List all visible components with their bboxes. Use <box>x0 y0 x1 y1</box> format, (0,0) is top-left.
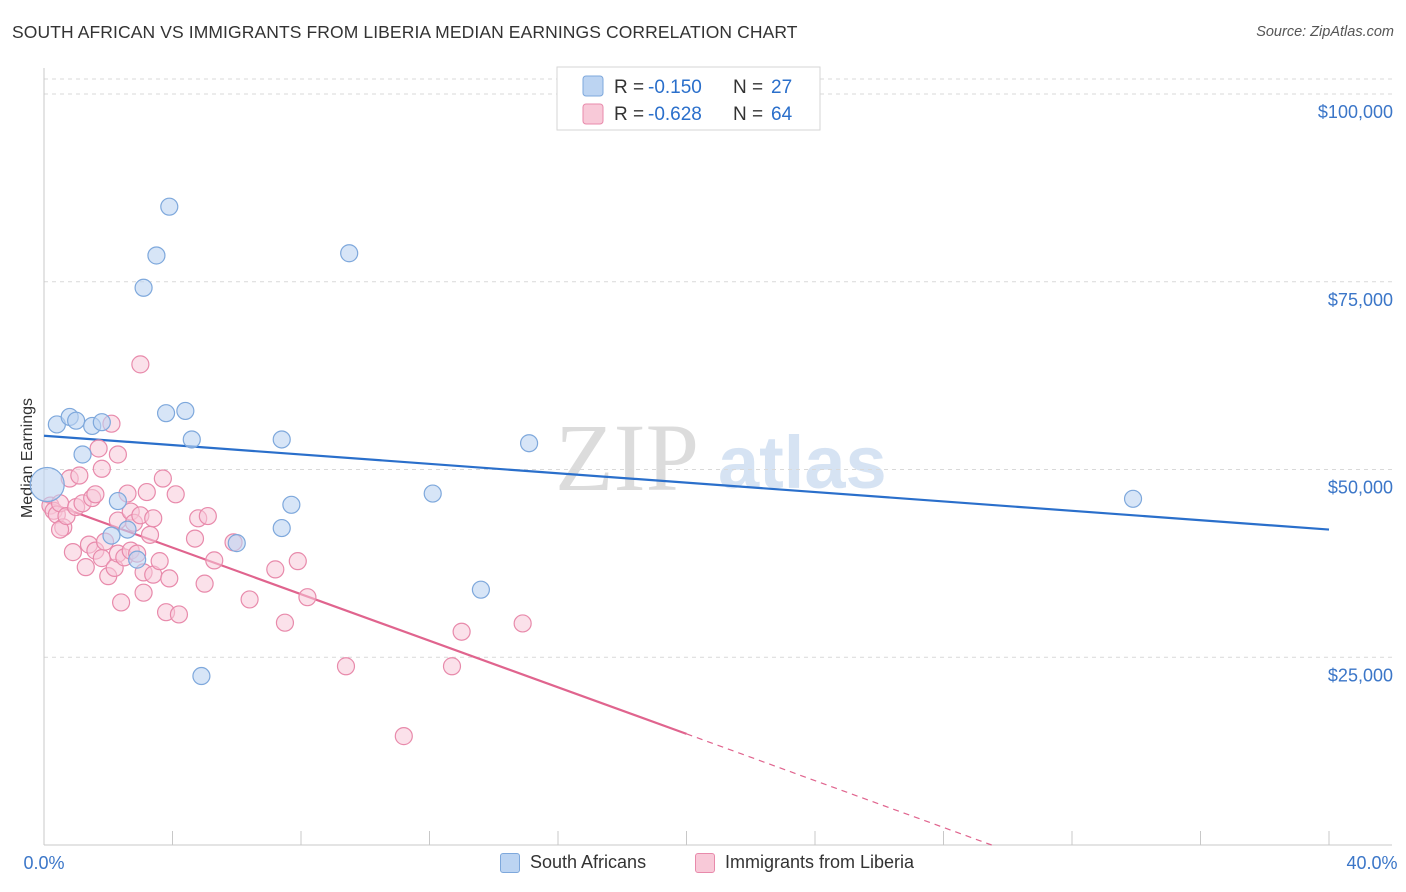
legend-r-value-pink: -0.628 <box>648 104 702 125</box>
liberia-points <box>41 355 532 746</box>
chart-title: SOUTH AFRICAN VS IMMIGRANTS FROM LIBERIA… <box>12 22 798 42</box>
x-ticks <box>43 831 1330 845</box>
data-point-south-african <box>192 666 211 686</box>
x-tick-label-max: 40.0% <box>1346 853 1397 873</box>
data-point-liberia <box>140 525 160 544</box>
data-point-south-african <box>102 526 121 545</box>
legend-n-label-blue: N = <box>733 77 763 98</box>
correlation-legend: R = -0.150 N = 27 R = -0.628 N = 64 <box>556 66 821 131</box>
data-point-liberia <box>198 506 217 526</box>
data-point-liberia <box>169 605 189 624</box>
data-point-liberia <box>298 588 317 607</box>
south-african-points <box>29 197 1143 686</box>
source-credit: Source: ZipAtlas.com <box>1256 24 1394 40</box>
legend-swatch-blue <box>582 75 604 97</box>
data-point-south-african <box>108 491 127 511</box>
data-point-liberia <box>153 469 172 488</box>
data-point-liberia <box>131 355 150 374</box>
data-point-liberia <box>144 509 163 528</box>
data-point-south-african <box>1123 489 1143 508</box>
trend-line-south-africans <box>43 434 1330 531</box>
trend-line-liberia-extension <box>686 733 992 846</box>
y-tick-labels: $25,000 $50,000 $75,000 $100,000 <box>1318 102 1393 685</box>
gridlines <box>44 78 1392 658</box>
trend-line-liberia <box>43 500 687 735</box>
data-point-south-african <box>92 413 111 432</box>
data-point-liberia <box>76 558 95 577</box>
data-point-liberia <box>137 482 156 502</box>
data-point-liberia <box>240 590 259 609</box>
data-point-liberia <box>185 529 205 548</box>
series-legend: South Africans Immigrants from Liberia <box>0 852 1406 876</box>
data-point-south-african <box>272 518 291 538</box>
y-tick-label: $50,000 <box>1328 478 1393 498</box>
data-point-liberia <box>166 485 185 504</box>
data-point-liberia <box>266 560 285 579</box>
y-tick-label: $75,000 <box>1328 290 1393 310</box>
y-tick-label: $100,000 <box>1318 102 1393 122</box>
data-point-south-african <box>519 434 539 453</box>
data-point-liberia <box>134 583 153 602</box>
legend-r-label-pink: R = <box>614 104 644 125</box>
legend-n-label-pink: N = <box>733 104 763 125</box>
data-point-liberia <box>205 551 224 570</box>
legend-r-value-blue: -0.150 <box>648 77 702 98</box>
data-point-liberia <box>288 552 307 571</box>
data-point-south-african <box>340 244 359 263</box>
data-point-south-african <box>128 550 147 569</box>
legend-swatch-pink <box>582 103 604 125</box>
data-point-south-african <box>282 495 301 514</box>
data-point-liberia <box>111 593 131 612</box>
data-point-liberia <box>92 459 111 478</box>
y-tick-label: $25,000 <box>1328 665 1393 685</box>
data-point-south-african <box>118 520 137 539</box>
legend-item-liberia[interactable]: Immigrants from Liberia <box>695 852 914 873</box>
data-point-south-african <box>147 246 166 265</box>
data-point-south-african <box>29 466 65 503</box>
data-point-south-african <box>471 580 490 599</box>
legend-swatch-liberia <box>695 852 715 873</box>
data-point-liberia <box>70 466 89 485</box>
data-point-south-african <box>182 430 201 449</box>
data-point-liberia <box>195 574 214 593</box>
data-point-liberia <box>452 622 471 641</box>
data-point-liberia <box>63 543 83 562</box>
legend-swatch-south-africans <box>500 852 520 873</box>
data-point-liberia <box>160 569 179 588</box>
data-point-liberia <box>394 727 413 746</box>
data-point-liberia <box>513 614 532 633</box>
watermark: ZIP atlas <box>555 404 887 511</box>
watermark-zip: ZIP <box>555 404 699 511</box>
data-point-liberia <box>108 445 127 464</box>
legend-label-liberia: Immigrants from Liberia <box>725 852 915 872</box>
data-point-liberia <box>150 552 169 571</box>
data-point-south-african <box>227 534 246 553</box>
data-point-south-african <box>160 197 179 216</box>
legend-label-south-africans: South Africans <box>530 852 647 872</box>
data-point-south-african <box>67 411 86 430</box>
data-point-liberia <box>336 657 356 676</box>
data-point-south-african <box>272 430 291 449</box>
data-point-south-african <box>134 278 153 297</box>
data-point-liberia <box>442 657 462 676</box>
data-point-south-african <box>156 404 176 423</box>
data-point-south-african <box>423 484 442 503</box>
data-point-south-african <box>176 401 195 421</box>
data-point-liberia <box>86 485 105 504</box>
x-tick-label-min: 0.0% <box>23 853 64 873</box>
legend-n-value-pink: 64 <box>771 104 793 125</box>
data-point-liberia <box>89 439 108 458</box>
data-point-liberia <box>275 613 295 632</box>
data-point-south-african <box>73 445 92 464</box>
legend-r-label-blue: R = <box>614 77 644 98</box>
legend-n-value-blue: 27 <box>771 77 792 98</box>
legend-item-south-africans[interactable]: South Africans <box>500 852 646 873</box>
